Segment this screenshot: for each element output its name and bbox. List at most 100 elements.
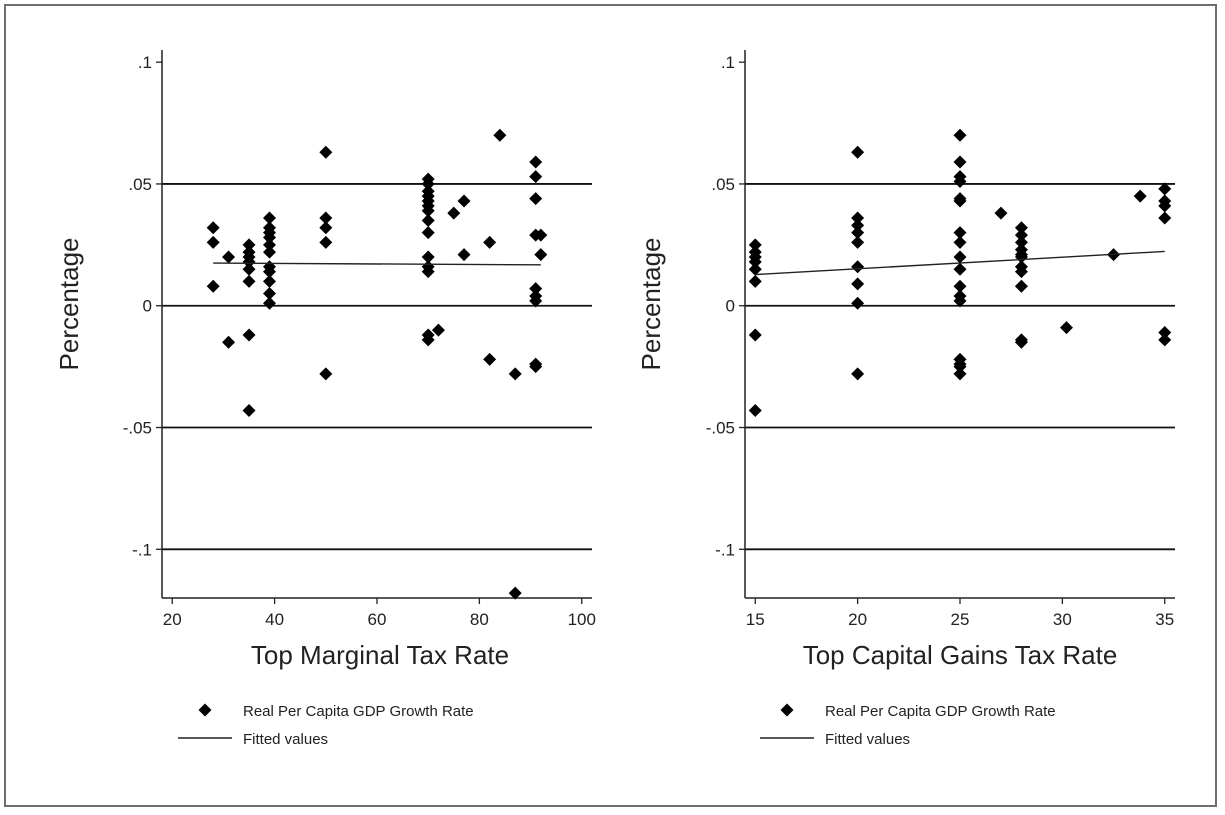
data-point <box>851 277 865 291</box>
data-point <box>421 226 435 240</box>
data-point <box>1014 228 1028 242</box>
data-point <box>242 274 256 288</box>
data-point <box>263 211 276 225</box>
data-point <box>748 262 762 276</box>
x-tick-label: 15 <box>746 610 765 629</box>
data-point <box>483 352 497 366</box>
data-point <box>953 279 967 293</box>
data-point <box>421 250 435 264</box>
data-point <box>263 238 276 252</box>
data-point <box>851 211 865 225</box>
data-point <box>242 262 256 276</box>
data-point <box>953 194 967 208</box>
data-point <box>421 177 435 191</box>
y-tick-label: -.1 <box>715 540 735 559</box>
data-point <box>508 367 522 381</box>
data-point <box>851 235 865 249</box>
legend-label-fitted: Fitted values <box>243 731 328 748</box>
data-point <box>1059 321 1073 335</box>
data-point <box>263 287 276 301</box>
x-tick-label: 100 <box>568 610 596 629</box>
data-point <box>447 206 461 220</box>
data-point <box>319 211 333 225</box>
data-point <box>508 586 522 600</box>
data-point <box>534 228 548 242</box>
data-point <box>319 235 333 249</box>
figure-frame <box>4 4 1217 807</box>
data-point <box>851 145 865 159</box>
data-point <box>421 333 435 347</box>
data-point <box>953 367 967 381</box>
data-point <box>263 245 276 259</box>
x-tick-label: 30 <box>1053 610 1072 629</box>
data-point <box>953 226 967 240</box>
x-tick-label: 20 <box>848 610 867 629</box>
data-point <box>1014 265 1028 279</box>
data-point <box>953 262 967 276</box>
data-point <box>421 204 435 218</box>
data-point <box>206 235 220 249</box>
data-point <box>529 170 543 184</box>
data-point <box>1158 326 1172 340</box>
data-point <box>206 279 220 293</box>
data-point <box>431 323 445 337</box>
y-tick-label: .1 <box>721 53 735 72</box>
data-point <box>953 155 967 169</box>
data-point <box>529 192 543 206</box>
y-tick-label: .1 <box>138 53 152 72</box>
data-point <box>493 128 507 142</box>
data-point <box>953 175 967 189</box>
legend-marker-diamond <box>198 703 212 717</box>
data-point <box>851 226 865 240</box>
data-point <box>1133 189 1147 203</box>
data-point <box>953 235 967 249</box>
data-point <box>851 260 865 274</box>
y-tick-label: -.05 <box>123 419 152 438</box>
fitted-line <box>755 250 1165 276</box>
y-tick-label: -.1 <box>132 540 152 559</box>
data-point <box>534 248 548 262</box>
data-point <box>263 231 276 245</box>
x-axis-title: Top Capital Gains Tax Rate <box>803 640 1118 670</box>
data-point <box>242 328 256 342</box>
data-point <box>1014 335 1028 349</box>
data-point <box>529 294 543 308</box>
data-point <box>953 250 967 264</box>
data-point <box>1158 199 1172 213</box>
data-point <box>483 235 497 249</box>
data-point <box>457 248 471 262</box>
x-axis-title: Top Marginal Tax Rate <box>251 640 509 670</box>
y-tick-label: 0 <box>726 297 735 316</box>
y-tick-label: 0 <box>143 297 152 316</box>
data-point <box>748 328 762 342</box>
y-axis-title: Percentage <box>636 238 666 371</box>
data-point <box>748 238 762 252</box>
y-axis-title: Percentage <box>54 238 84 371</box>
data-point <box>242 403 256 417</box>
data-point <box>242 255 256 269</box>
data-point <box>748 255 762 269</box>
legend-marker-diamond <box>780 703 794 717</box>
x-tick-label: 25 <box>951 610 970 629</box>
data-point <box>529 360 543 374</box>
data-point <box>1158 333 1172 347</box>
data-point <box>748 274 762 288</box>
y-tick-label: .05 <box>711 175 735 194</box>
x-tick-label: 20 <box>163 610 182 629</box>
data-point <box>319 367 333 381</box>
data-point <box>319 221 333 235</box>
data-point <box>851 218 865 232</box>
y-tick-label: -.05 <box>706 419 735 438</box>
data-point <box>222 250 236 264</box>
x-tick-label: 35 <box>1155 610 1174 629</box>
data-point <box>851 367 865 381</box>
data-point <box>1014 279 1028 293</box>
data-point <box>1158 211 1172 225</box>
legend-label-fitted: Fitted values <box>825 731 910 748</box>
fitted-line <box>213 262 541 266</box>
data-point <box>1014 235 1028 249</box>
data-point <box>851 296 865 310</box>
data-point <box>1158 182 1172 196</box>
data-point <box>994 206 1008 220</box>
